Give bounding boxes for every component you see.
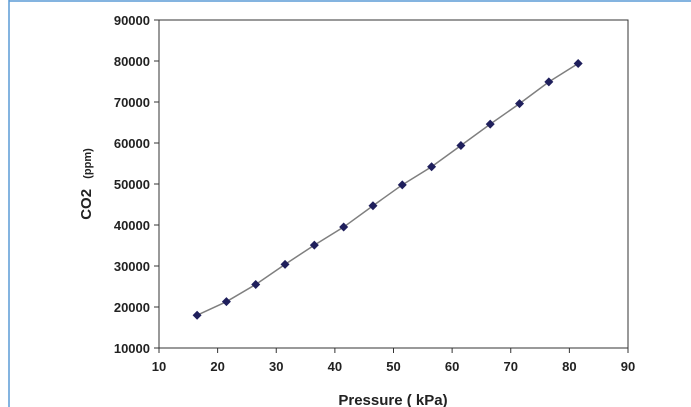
y-tick-label: 40000 <box>114 218 150 233</box>
y-tick-label: 60000 <box>114 136 150 151</box>
x-tick-label: 30 <box>269 359 283 374</box>
y-tick-label: 80000 <box>114 54 150 69</box>
y-tick-label: 50000 <box>114 177 150 192</box>
data-point-marker <box>280 259 290 269</box>
data-point-marker <box>397 180 407 190</box>
x-tick-label: 10 <box>152 359 166 374</box>
data-point-marker <box>309 240 319 250</box>
data-point-marker <box>251 279 261 289</box>
series-line-group <box>196 62 579 316</box>
x-tick-label: 40 <box>328 359 342 374</box>
y-tick-label: 10000 <box>114 341 150 356</box>
data-point-marker <box>192 310 202 320</box>
y-tick-label: 90000 <box>114 13 150 28</box>
data-point-marker <box>221 297 231 307</box>
x-tick-label: 50 <box>386 359 400 374</box>
data-point-marker <box>515 99 525 109</box>
y-axis-label: CO2 (ppm) <box>78 148 95 220</box>
data-point-marker <box>427 162 437 172</box>
data-point-marker <box>368 201 378 211</box>
y-tick-label: 70000 <box>114 95 150 110</box>
data-point-marker <box>485 119 495 129</box>
data-point-marker <box>573 58 583 68</box>
plot-area <box>158 19 629 349</box>
series-markers-group <box>192 58 583 320</box>
data-point-marker <box>339 222 349 232</box>
y-tick-label: 20000 <box>114 300 150 315</box>
y-tick-label: 30000 <box>114 259 150 274</box>
x-tick-label: 20 <box>210 359 224 374</box>
x-axis-label: Pressure ( kPa) <box>338 392 447 407</box>
x-tick-label: 70 <box>504 359 518 374</box>
data-point-marker <box>544 77 554 87</box>
data-point-marker <box>456 140 466 150</box>
y-axis-label-main: CO2 <box>78 189 95 220</box>
y-axis-ticks: 10000 20000 30000 40000 50000 60000 70000 80000… <box>114 13 159 356</box>
x-tick-label: 60 <box>445 359 459 374</box>
y-axis-label-unit: (ppm) <box>82 148 94 179</box>
x-tick-label: 80 <box>562 359 576 374</box>
x-axis-ticks: 10 20 30 40 50 60 70 80 90 <box>152 348 635 374</box>
series-line <box>196 62 579 316</box>
x-tick-label: 90 <box>621 359 635 374</box>
